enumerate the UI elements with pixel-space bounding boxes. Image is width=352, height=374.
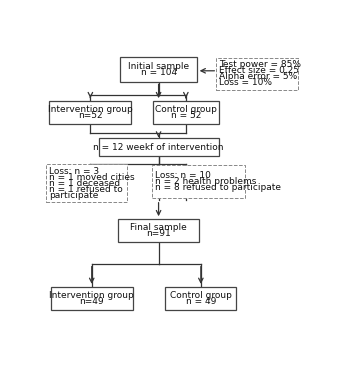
Text: Loss: n = 10: Loss: n = 10 bbox=[155, 171, 211, 180]
Text: n = 1 moved cities: n = 1 moved cities bbox=[49, 172, 135, 181]
Text: n = 52: n = 52 bbox=[171, 111, 201, 120]
Text: Alpha error = 5%: Alpha error = 5% bbox=[219, 72, 297, 81]
Text: Control group: Control group bbox=[170, 291, 232, 300]
Text: Loss: n = 3: Loss: n = 3 bbox=[49, 166, 100, 175]
Text: n=49: n=49 bbox=[80, 297, 104, 306]
Text: Loss = 10%: Loss = 10% bbox=[219, 78, 272, 87]
Text: n = 1 refused to: n = 1 refused to bbox=[49, 185, 123, 194]
Text: n = 2 health problems: n = 2 health problems bbox=[155, 177, 256, 186]
Text: n = 49: n = 49 bbox=[186, 297, 216, 306]
FancyBboxPatch shape bbox=[152, 165, 245, 197]
FancyBboxPatch shape bbox=[216, 58, 298, 89]
Text: Final sample: Final sample bbox=[130, 223, 187, 232]
FancyBboxPatch shape bbox=[153, 101, 219, 124]
Text: participate: participate bbox=[49, 191, 99, 200]
Text: Intervention group: Intervention group bbox=[48, 105, 133, 114]
Text: n = 12 weekf of intervention: n = 12 weekf of intervention bbox=[93, 142, 224, 151]
Text: n = 8 refused to participate: n = 8 refused to participate bbox=[155, 183, 281, 191]
FancyBboxPatch shape bbox=[120, 57, 197, 82]
Text: n = 104: n = 104 bbox=[140, 68, 177, 77]
Text: n=52: n=52 bbox=[78, 111, 103, 120]
Text: Control group: Control group bbox=[155, 105, 217, 114]
Text: Effect size = 0,25: Effect size = 0,25 bbox=[219, 66, 299, 75]
Text: n = 1 deceased: n = 1 deceased bbox=[49, 179, 120, 188]
FancyBboxPatch shape bbox=[165, 287, 236, 310]
Text: n=91: n=91 bbox=[146, 229, 171, 238]
Text: Test power = 85%: Test power = 85% bbox=[219, 60, 301, 69]
FancyBboxPatch shape bbox=[118, 219, 200, 242]
Text: Initial sample: Initial sample bbox=[128, 62, 189, 71]
FancyBboxPatch shape bbox=[51, 287, 133, 310]
FancyBboxPatch shape bbox=[49, 101, 131, 124]
Text: Intervention group: Intervention group bbox=[49, 291, 134, 300]
FancyBboxPatch shape bbox=[99, 138, 219, 156]
FancyBboxPatch shape bbox=[46, 165, 126, 202]
